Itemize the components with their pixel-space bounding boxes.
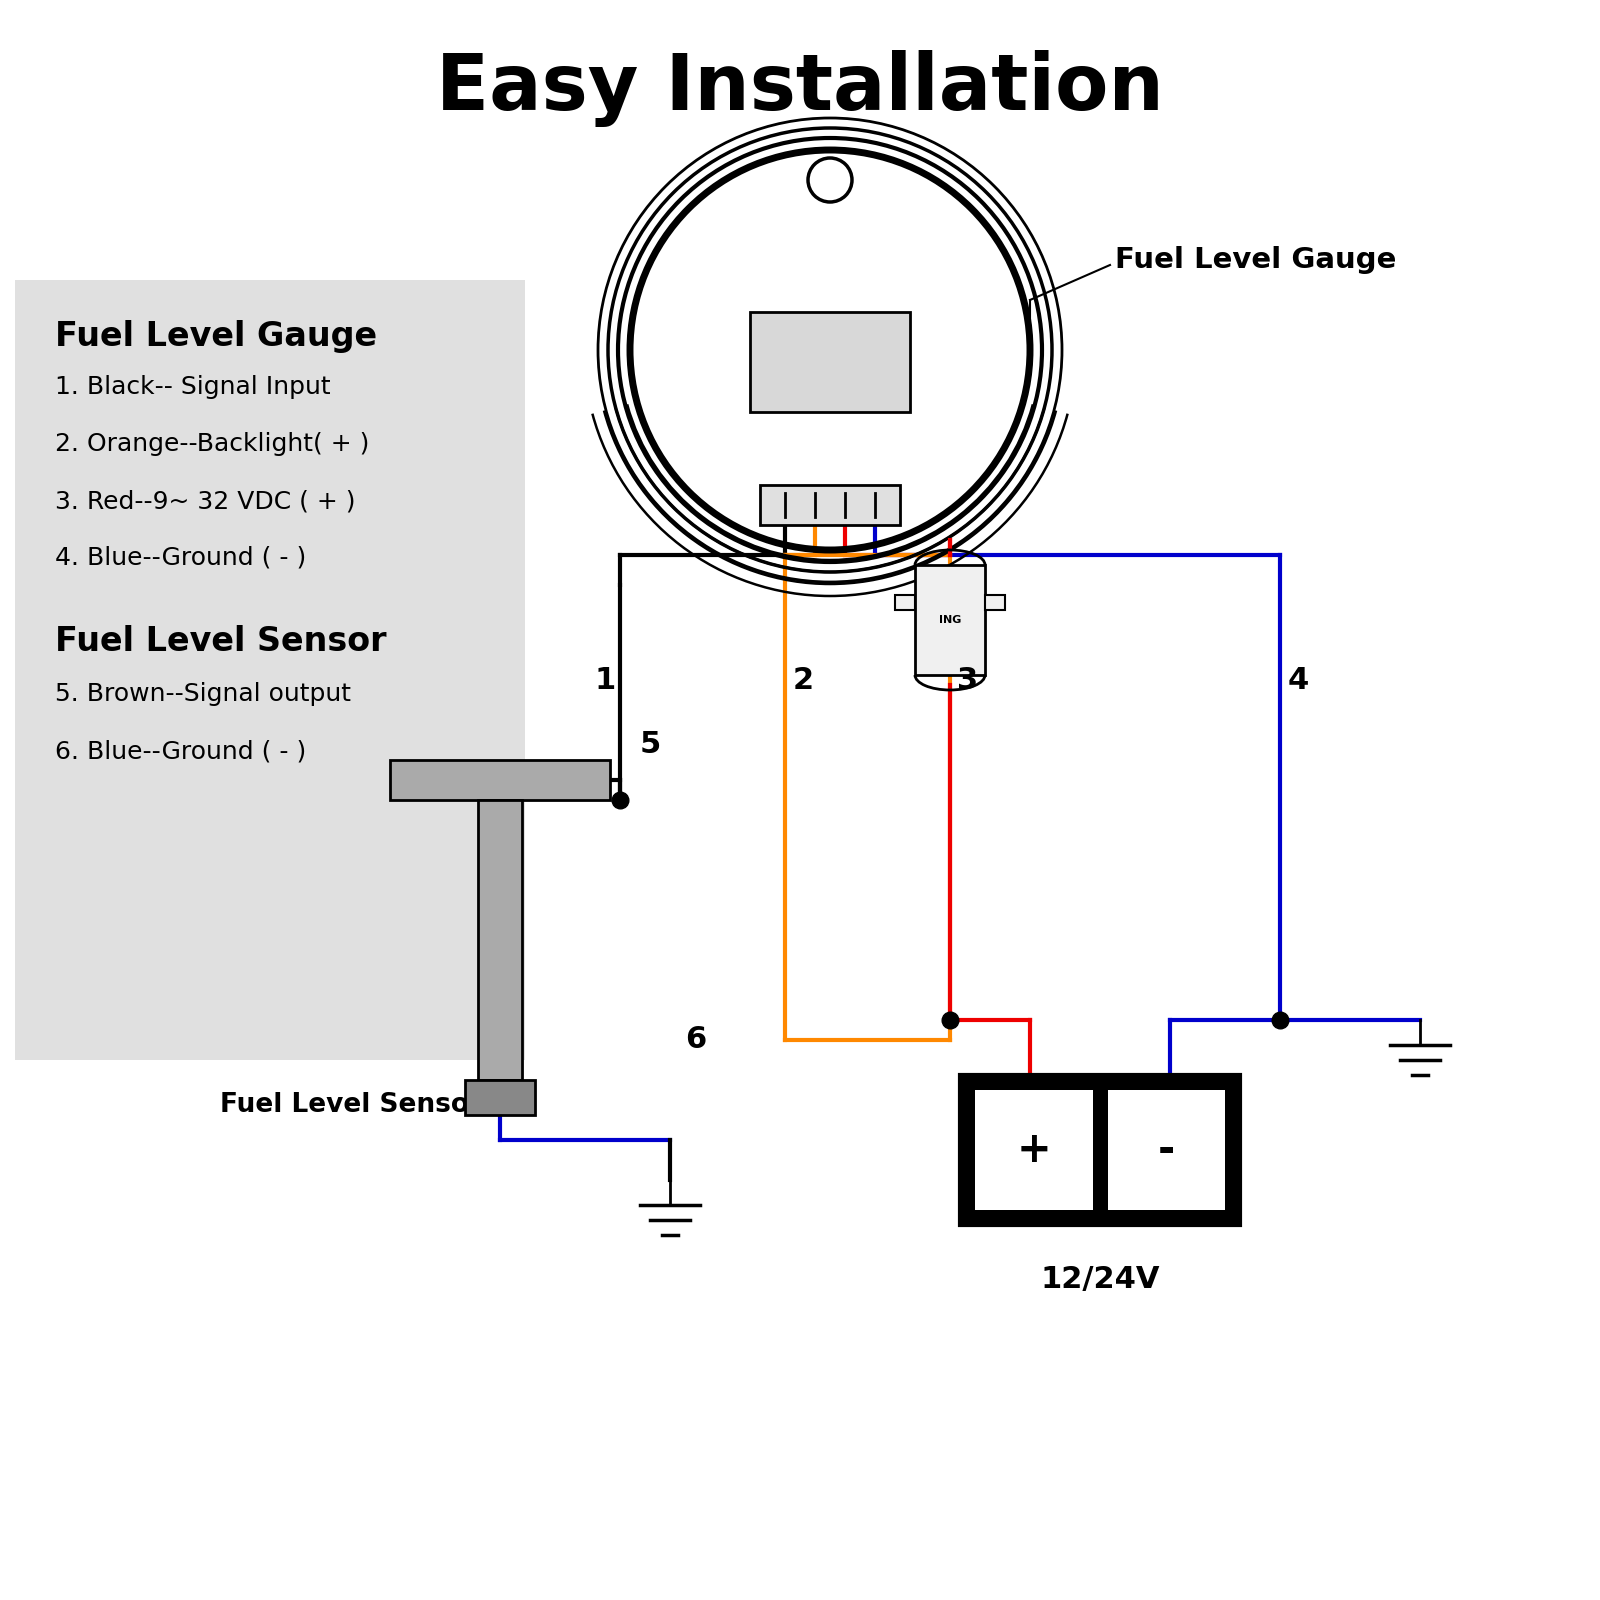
Text: 3: 3 [957, 666, 979, 694]
Text: +: + [1016, 1130, 1051, 1171]
Bar [974, 1090, 1093, 1210]
Text: 5. Brown--Signal output: 5. Brown--Signal output [54, 682, 350, 706]
Text: 5: 5 [640, 731, 661, 760]
Text: 3. Red--9~ 32 VDC ( + ): 3. Red--9~ 32 VDC ( + ) [54, 490, 355, 514]
Text: 1. Black-- Signal Input: 1. Black-- Signal Input [54, 374, 331, 398]
Text: 6. Blue--Ground ( - ): 6. Blue--Ground ( - ) [54, 739, 306, 763]
Text: 4: 4 [1288, 666, 1309, 694]
Text: -: - [1158, 1130, 1174, 1171]
Bar [1107, 1090, 1226, 1210]
Bar [986, 595, 1005, 610]
Text: 2: 2 [792, 666, 813, 694]
Text: 4. Blue--Ground ( - ): 4. Blue--Ground ( - ) [54, 546, 306, 570]
Circle shape [808, 158, 853, 202]
Text: 12/24V: 12/24V [1040, 1266, 1160, 1294]
Bar [750, 312, 910, 411]
Bar [390, 760, 610, 800]
Text: Fuel Level Gauge: Fuel Level Gauge [1115, 246, 1397, 274]
Text: ING: ING [939, 614, 962, 626]
Bar [960, 1075, 1240, 1226]
Text: Fuel Level Sensor: Fuel Level Sensor [54, 626, 387, 658]
Bar [915, 565, 986, 675]
Text: Easy Installation: Easy Installation [437, 50, 1163, 126]
Text: 1: 1 [594, 666, 616, 694]
Text: Fuel Level Gauge: Fuel Level Gauge [54, 320, 378, 354]
Text: 2. Orange--Backlight( + ): 2. Orange--Backlight( + ) [54, 432, 370, 456]
Text: 6: 6 [685, 1026, 706, 1054]
Bar [894, 595, 915, 610]
Bar [466, 1080, 534, 1115]
Bar [14, 280, 525, 1059]
Bar [760, 485, 899, 525]
Bar [478, 800, 522, 1080]
Text: Fuel Level Sensor: Fuel Level Sensor [221, 1091, 482, 1118]
